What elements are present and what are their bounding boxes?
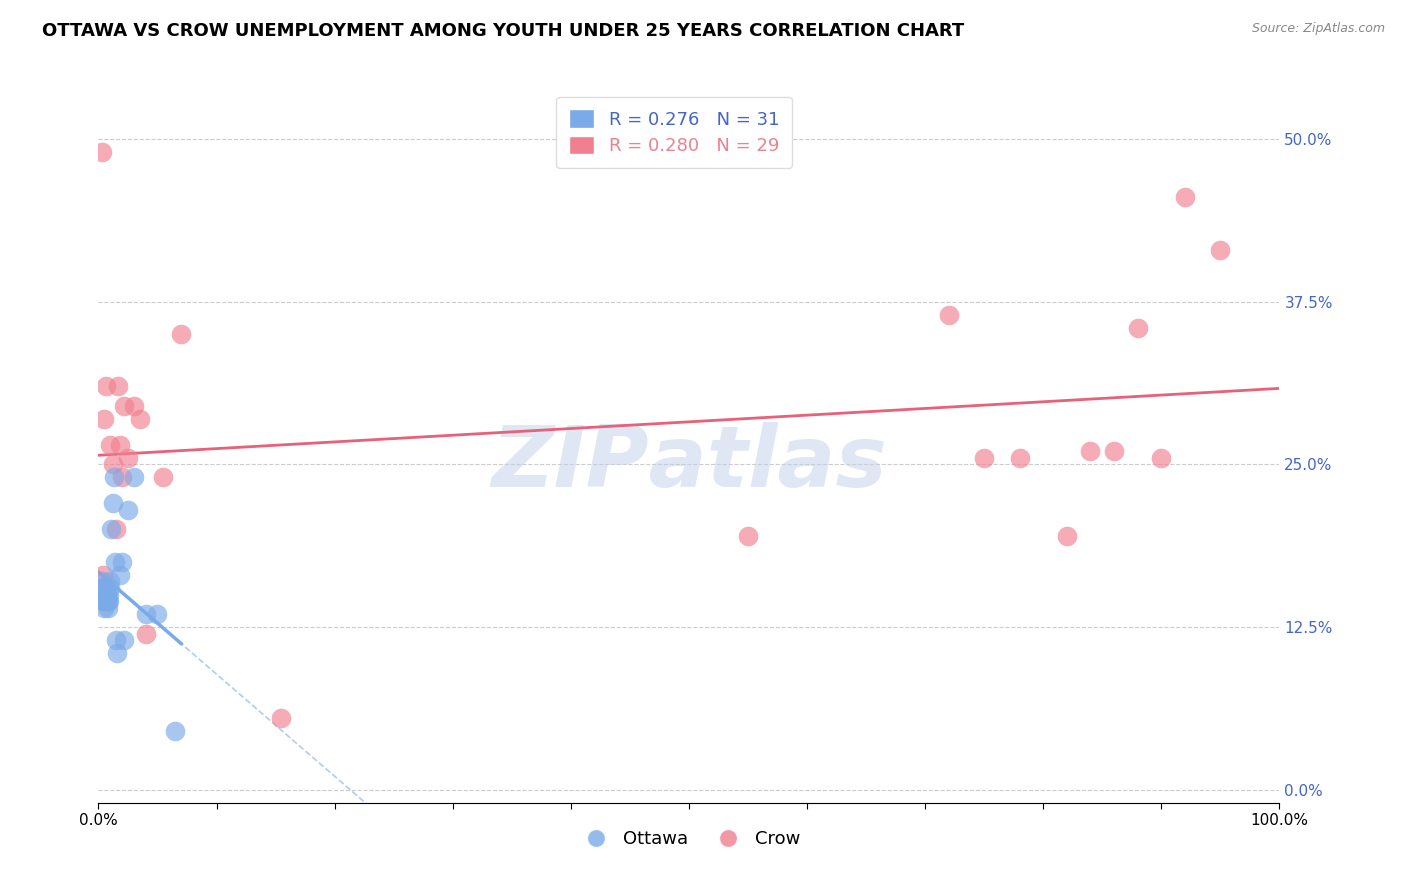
Point xyxy=(270,711,292,725)
Point xyxy=(94,379,117,393)
Point xyxy=(91,145,114,159)
Point xyxy=(103,470,125,484)
Point xyxy=(107,379,129,393)
Point xyxy=(98,587,121,601)
Legend: Ottawa, Crow: Ottawa, Crow xyxy=(571,822,807,855)
Point xyxy=(737,529,759,543)
Point xyxy=(938,308,960,322)
Text: ZIP​atlas: ZIP​atlas xyxy=(491,422,887,505)
Point xyxy=(1150,450,1173,465)
Text: Source: ZipAtlas.com: Source: ZipAtlas.com xyxy=(1251,22,1385,36)
Point xyxy=(128,411,150,425)
Point xyxy=(98,438,121,452)
Point xyxy=(105,633,128,648)
Point xyxy=(101,496,124,510)
Point xyxy=(108,438,131,452)
Point xyxy=(112,633,135,648)
Point xyxy=(111,470,134,484)
Point xyxy=(170,327,193,342)
Point xyxy=(91,574,114,589)
Point xyxy=(98,594,121,608)
Point xyxy=(96,587,118,601)
Point xyxy=(146,607,169,621)
Point xyxy=(105,646,128,660)
Point xyxy=(1056,529,1078,543)
Point xyxy=(96,594,118,608)
Point xyxy=(98,581,121,595)
Point xyxy=(101,458,124,472)
Point xyxy=(94,587,117,601)
Point xyxy=(165,724,187,739)
Point xyxy=(1008,450,1031,465)
Point xyxy=(1080,444,1102,458)
Point xyxy=(100,523,122,537)
Point xyxy=(91,587,114,601)
Point xyxy=(122,470,145,484)
Point xyxy=(1174,190,1197,204)
Point xyxy=(105,523,128,537)
Point xyxy=(117,503,139,517)
Point xyxy=(111,555,134,569)
Point xyxy=(104,555,127,569)
Point xyxy=(152,470,174,484)
Point xyxy=(973,450,995,465)
Point xyxy=(93,600,115,615)
Point xyxy=(135,626,157,640)
Point xyxy=(1126,320,1149,334)
Point xyxy=(93,594,115,608)
Point xyxy=(122,399,145,413)
Point xyxy=(135,607,157,621)
Point xyxy=(91,568,114,582)
Point xyxy=(117,450,139,465)
Point xyxy=(94,581,117,595)
Text: OTTAWA VS CROW UNEMPLOYMENT AMONG YOUTH UNDER 25 YEARS CORRELATION CHART: OTTAWA VS CROW UNEMPLOYMENT AMONG YOUTH … xyxy=(42,22,965,40)
Point xyxy=(1102,444,1125,458)
Point xyxy=(97,600,120,615)
Point xyxy=(108,568,131,582)
Point xyxy=(93,411,115,425)
Point xyxy=(112,399,135,413)
Point xyxy=(98,574,121,589)
Point xyxy=(97,594,120,608)
Point xyxy=(91,594,114,608)
Point xyxy=(90,581,112,595)
Point xyxy=(93,581,115,595)
Point xyxy=(1209,243,1232,257)
